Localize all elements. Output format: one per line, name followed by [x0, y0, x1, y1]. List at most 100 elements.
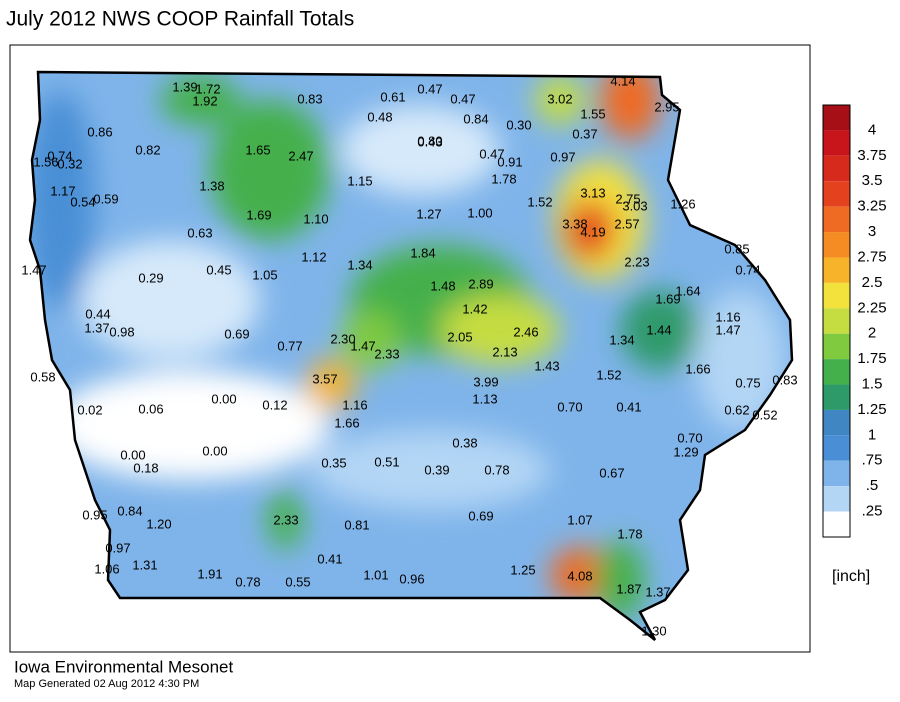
station-value: 0.41 [317, 551, 342, 566]
station-value: 0.47 [450, 91, 475, 106]
station-value: 1.78 [617, 526, 642, 541]
station-value: 0.97 [550, 149, 575, 164]
station-value: 0.12 [262, 397, 287, 412]
station-value: 1.39 [172, 79, 197, 94]
map-frame [9, 44, 811, 653]
station-value: 1.55 [580, 106, 605, 121]
station-value: 1.66 [334, 415, 359, 430]
station-value: 0.74 [735, 262, 760, 277]
station-value: 0.00 [202, 443, 227, 458]
legend-swatch [823, 384, 850, 410]
legend-swatch [823, 409, 850, 436]
legend-swatch [823, 232, 850, 258]
station-value: 3.03 [622, 198, 647, 213]
station-value: 1.01 [363, 567, 388, 582]
station-value: 0.85 [724, 241, 749, 256]
station-value: 2.33 [374, 346, 399, 361]
station-value: 1.37 [645, 584, 670, 599]
station-value: 0.77 [277, 338, 302, 353]
legend-swatch [823, 206, 850, 233]
station-value: 1.10 [303, 211, 328, 226]
station-value: 0.91 [497, 154, 522, 169]
station-value: 0.00 [120, 447, 145, 462]
station-value: 1.43 [534, 358, 559, 373]
station-value: 1.91 [197, 566, 222, 581]
station-value: 1.16 [715, 309, 740, 324]
legend-level: 1.25 [857, 401, 886, 418]
station-value: 1.48 [430, 278, 455, 293]
footer-generated: Map Generated 02 Aug 2012 4:30 PM [14, 678, 199, 690]
station-value: 1.16 [342, 397, 367, 412]
station-value: 1.69 [246, 207, 271, 222]
station-value: 0.74 [47, 148, 72, 163]
station-value: 0.78 [484, 462, 509, 477]
legend-swatch [823, 333, 850, 360]
station-value: 0.61 [380, 89, 405, 104]
station-value: 0.48 [367, 109, 392, 124]
station-value: 3.99 [473, 374, 498, 389]
station-value: 1.31 [132, 557, 157, 572]
legend-level: 1.75 [857, 350, 886, 367]
station-value: 0.44 [85, 306, 110, 321]
legend-swatch [823, 486, 850, 512]
station-value: 0.80 [417, 133, 442, 148]
station-value: 2.57 [614, 216, 639, 231]
station-value: 1.17 [50, 183, 75, 198]
station-value: 1.34 [609, 332, 634, 347]
station-value: 0.84 [117, 503, 142, 518]
station-value: 4.19 [580, 224, 605, 239]
station-value: 0.35 [321, 455, 346, 470]
station-value: 0.54 [70, 194, 95, 209]
color-legend: 43.753.53.2532.752.52.2521.751.51.251.75… [822, 104, 887, 538]
station-value: 1.47 [715, 322, 740, 337]
station-value: 0.63 [187, 225, 212, 240]
legend-swatch [823, 105, 850, 131]
station-value: 2.46 [513, 324, 538, 339]
station-value: 1.25 [510, 562, 535, 577]
legend-level: 3.25 [857, 198, 886, 215]
station-value: 0.67 [599, 465, 624, 480]
station-value: 0.82 [135, 142, 160, 157]
station-value: 0.52 [752, 407, 777, 422]
station-value: 1.00 [467, 205, 492, 220]
station-value: 3.57 [312, 371, 337, 386]
station-value: 1.13 [472, 391, 497, 406]
legend-swatch [823, 511, 850, 537]
legend-unit: [inch] [832, 568, 870, 585]
legend-swatch [823, 130, 850, 156]
legend-swatch [823, 460, 850, 487]
station-labels: 1.391.721.92 0.83 0.61 0.47 0.47 3.02 4.14 1.55… [21, 73, 797, 638]
station-value: 0.86 [87, 124, 112, 139]
station-value: 3.38 [562, 216, 587, 231]
station-value: 0.47 [417, 81, 442, 96]
station-value: 0.45 [206, 262, 231, 277]
station-value: 1.52 [596, 367, 621, 382]
station-value: 2.30 [330, 331, 355, 346]
station-value: 3.13 [580, 185, 605, 200]
station-value: 0.43 [417, 134, 442, 149]
legend-swatch [823, 435, 850, 461]
station-value: 2.89 [468, 276, 493, 291]
station-value: 1.37 [84, 320, 109, 335]
station-value: 1.44 [646, 322, 671, 337]
station-value: 1.47 [21, 262, 46, 277]
station-value: 1.29 [673, 444, 698, 459]
station-value: 0.02 [77, 402, 102, 417]
station-value: 1.34 [347, 257, 372, 272]
legend-level: .25 [862, 503, 883, 520]
station-value: 0.06 [138, 401, 163, 416]
legend-frame [822, 104, 851, 538]
station-value: 0.84 [463, 111, 488, 126]
station-value: 2.13 [492, 344, 517, 359]
station-value: 0.96 [399, 571, 424, 586]
station-value: 1.52 [527, 194, 552, 209]
station-value: 0.69 [224, 326, 249, 341]
legend-swatch [823, 282, 850, 309]
station-value: 0.97 [105, 540, 130, 555]
station-value: 1.42 [462, 301, 487, 316]
station-value: 2.33 [273, 512, 298, 527]
station-value: 0.47 [479, 146, 504, 161]
station-value: 2.95 [654, 99, 679, 114]
legend-level: 2 [868, 325, 876, 342]
